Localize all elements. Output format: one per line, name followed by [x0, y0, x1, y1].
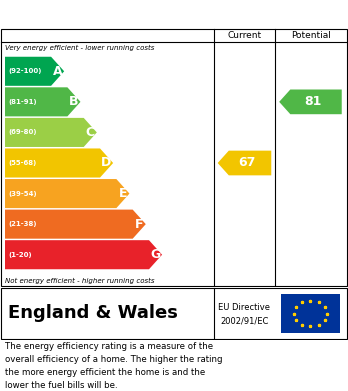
- Polygon shape: [5, 240, 162, 269]
- Text: England & Wales: England & Wales: [8, 305, 178, 323]
- Text: Energy Efficiency Rating: Energy Efficiency Rating: [8, 7, 218, 22]
- Text: C: C: [86, 126, 95, 139]
- Text: D: D: [101, 156, 111, 170]
- Text: 2002/91/EC: 2002/91/EC: [220, 317, 269, 326]
- Text: (81-91): (81-91): [8, 99, 37, 105]
- Text: (39-54): (39-54): [8, 190, 37, 197]
- Text: (55-68): (55-68): [8, 160, 36, 166]
- Text: Not energy efficient - higher running costs: Not energy efficient - higher running co…: [5, 278, 155, 284]
- Text: (92-100): (92-100): [8, 68, 41, 74]
- Text: 67: 67: [238, 156, 255, 170]
- Polygon shape: [218, 151, 271, 175]
- Polygon shape: [5, 87, 80, 117]
- Text: E: E: [119, 187, 127, 200]
- Text: Current: Current: [227, 30, 262, 39]
- Text: G: G: [150, 248, 160, 261]
- Text: (1-20): (1-20): [8, 252, 32, 258]
- Text: Potential: Potential: [291, 30, 331, 39]
- Polygon shape: [5, 118, 97, 147]
- Text: 81: 81: [304, 95, 321, 108]
- Polygon shape: [279, 90, 342, 114]
- Polygon shape: [5, 210, 146, 239]
- Text: (69-80): (69-80): [8, 129, 37, 135]
- Text: B: B: [69, 95, 79, 108]
- Text: Very energy efficient - lower running costs: Very energy efficient - lower running co…: [5, 45, 155, 51]
- Text: EU Directive: EU Directive: [219, 303, 270, 312]
- Polygon shape: [5, 179, 129, 208]
- Polygon shape: [5, 57, 64, 86]
- Polygon shape: [5, 149, 113, 178]
- Text: The energy efficiency rating is a measure of the
overall efficiency of a home. T: The energy efficiency rating is a measur…: [5, 342, 222, 389]
- Text: A: A: [53, 65, 62, 78]
- Bar: [281, 294, 340, 333]
- Text: (21-38): (21-38): [8, 221, 37, 227]
- Text: F: F: [135, 218, 144, 231]
